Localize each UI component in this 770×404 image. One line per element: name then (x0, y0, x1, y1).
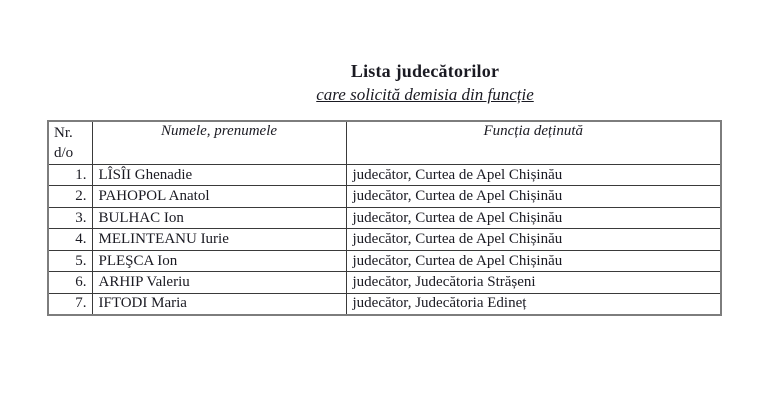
row-number: 1. (47, 163, 93, 186)
header-nr-line2: d/o (54, 145, 74, 162)
table-row: 1. LÎSÎI Ghenadie judecător, Curtea de A… (47, 163, 722, 186)
page-title: Lista judecătorilor (350, 61, 500, 81)
table-row: 6. ARHIP Valeriu judecător, Judecătoria … (47, 271, 722, 294)
row-name: BULHAC Ion (91, 206, 347, 229)
row-function: judecător, Curtea de Apel Chișinău (345, 163, 722, 186)
row-name: LÎSÎI Ghenadie (91, 163, 347, 186)
row-function: judecător, Curtea de Apel Chișinău (345, 249, 722, 272)
row-number: 5. (47, 249, 93, 272)
table-row: 2. PAHOPOL Anatol judecător, Curtea de A… (47, 185, 722, 208)
header-function: Funcția deținută (345, 120, 722, 165)
row-name: MELINTEANU Iurie (91, 228, 347, 251)
page-subtitle: care solicită demisia din funcție (316, 84, 534, 104)
row-function: judecător, Judecătoria Strășeni (345, 271, 722, 294)
row-name: PLEŞCA Ion (91, 249, 347, 272)
header-nr-line1: Nr. (54, 125, 73, 141)
header-nr: Nr. d/o (47, 120, 93, 165)
row-function: judecător, Curtea de Apel Chișinău (345, 206, 722, 229)
row-number: 3. (47, 206, 93, 229)
table-row: 7. IFTODI Maria judecător, Judecătoria E… (47, 292, 722, 315)
row-number: 4. (47, 228, 93, 251)
row-number: 2. (47, 185, 93, 208)
table-header-row: Nr. d/o Numele, prenumele Funcția deținu… (47, 120, 722, 165)
row-name: PAHOPOL Anatol (91, 185, 347, 208)
judges-table: Nr. d/o Numele, prenumele Funcția deținu… (47, 120, 722, 316)
header-name: Numele, prenumele (91, 120, 347, 165)
table-row: 5. PLEŞCA Ion judecător, Curtea de Apel … (47, 249, 722, 272)
row-number: 7. (47, 292, 93, 315)
row-name: ARHIP Valeriu (91, 271, 347, 294)
row-function: judecător, Curtea de Apel Chișinău (345, 185, 722, 208)
table-body: 1. LÎSÎI Ghenadie judecător, Curtea de A… (47, 163, 722, 315)
table-row: 3. BULHAC Ion judecător, Curtea de Apel … (47, 206, 722, 229)
row-function: judecător, Curtea de Apel Chișinău (345, 228, 722, 251)
document-heading: Lista judecătorilor care solicită demisi… (40, 61, 770, 105)
row-number: 6. (47, 271, 93, 294)
row-function: judecător, Judecătoria Edineț (345, 292, 722, 315)
table-row: 4. MELINTEANU Iurie judecător, Curtea de… (47, 228, 722, 251)
row-name: IFTODI Maria (91, 292, 347, 315)
